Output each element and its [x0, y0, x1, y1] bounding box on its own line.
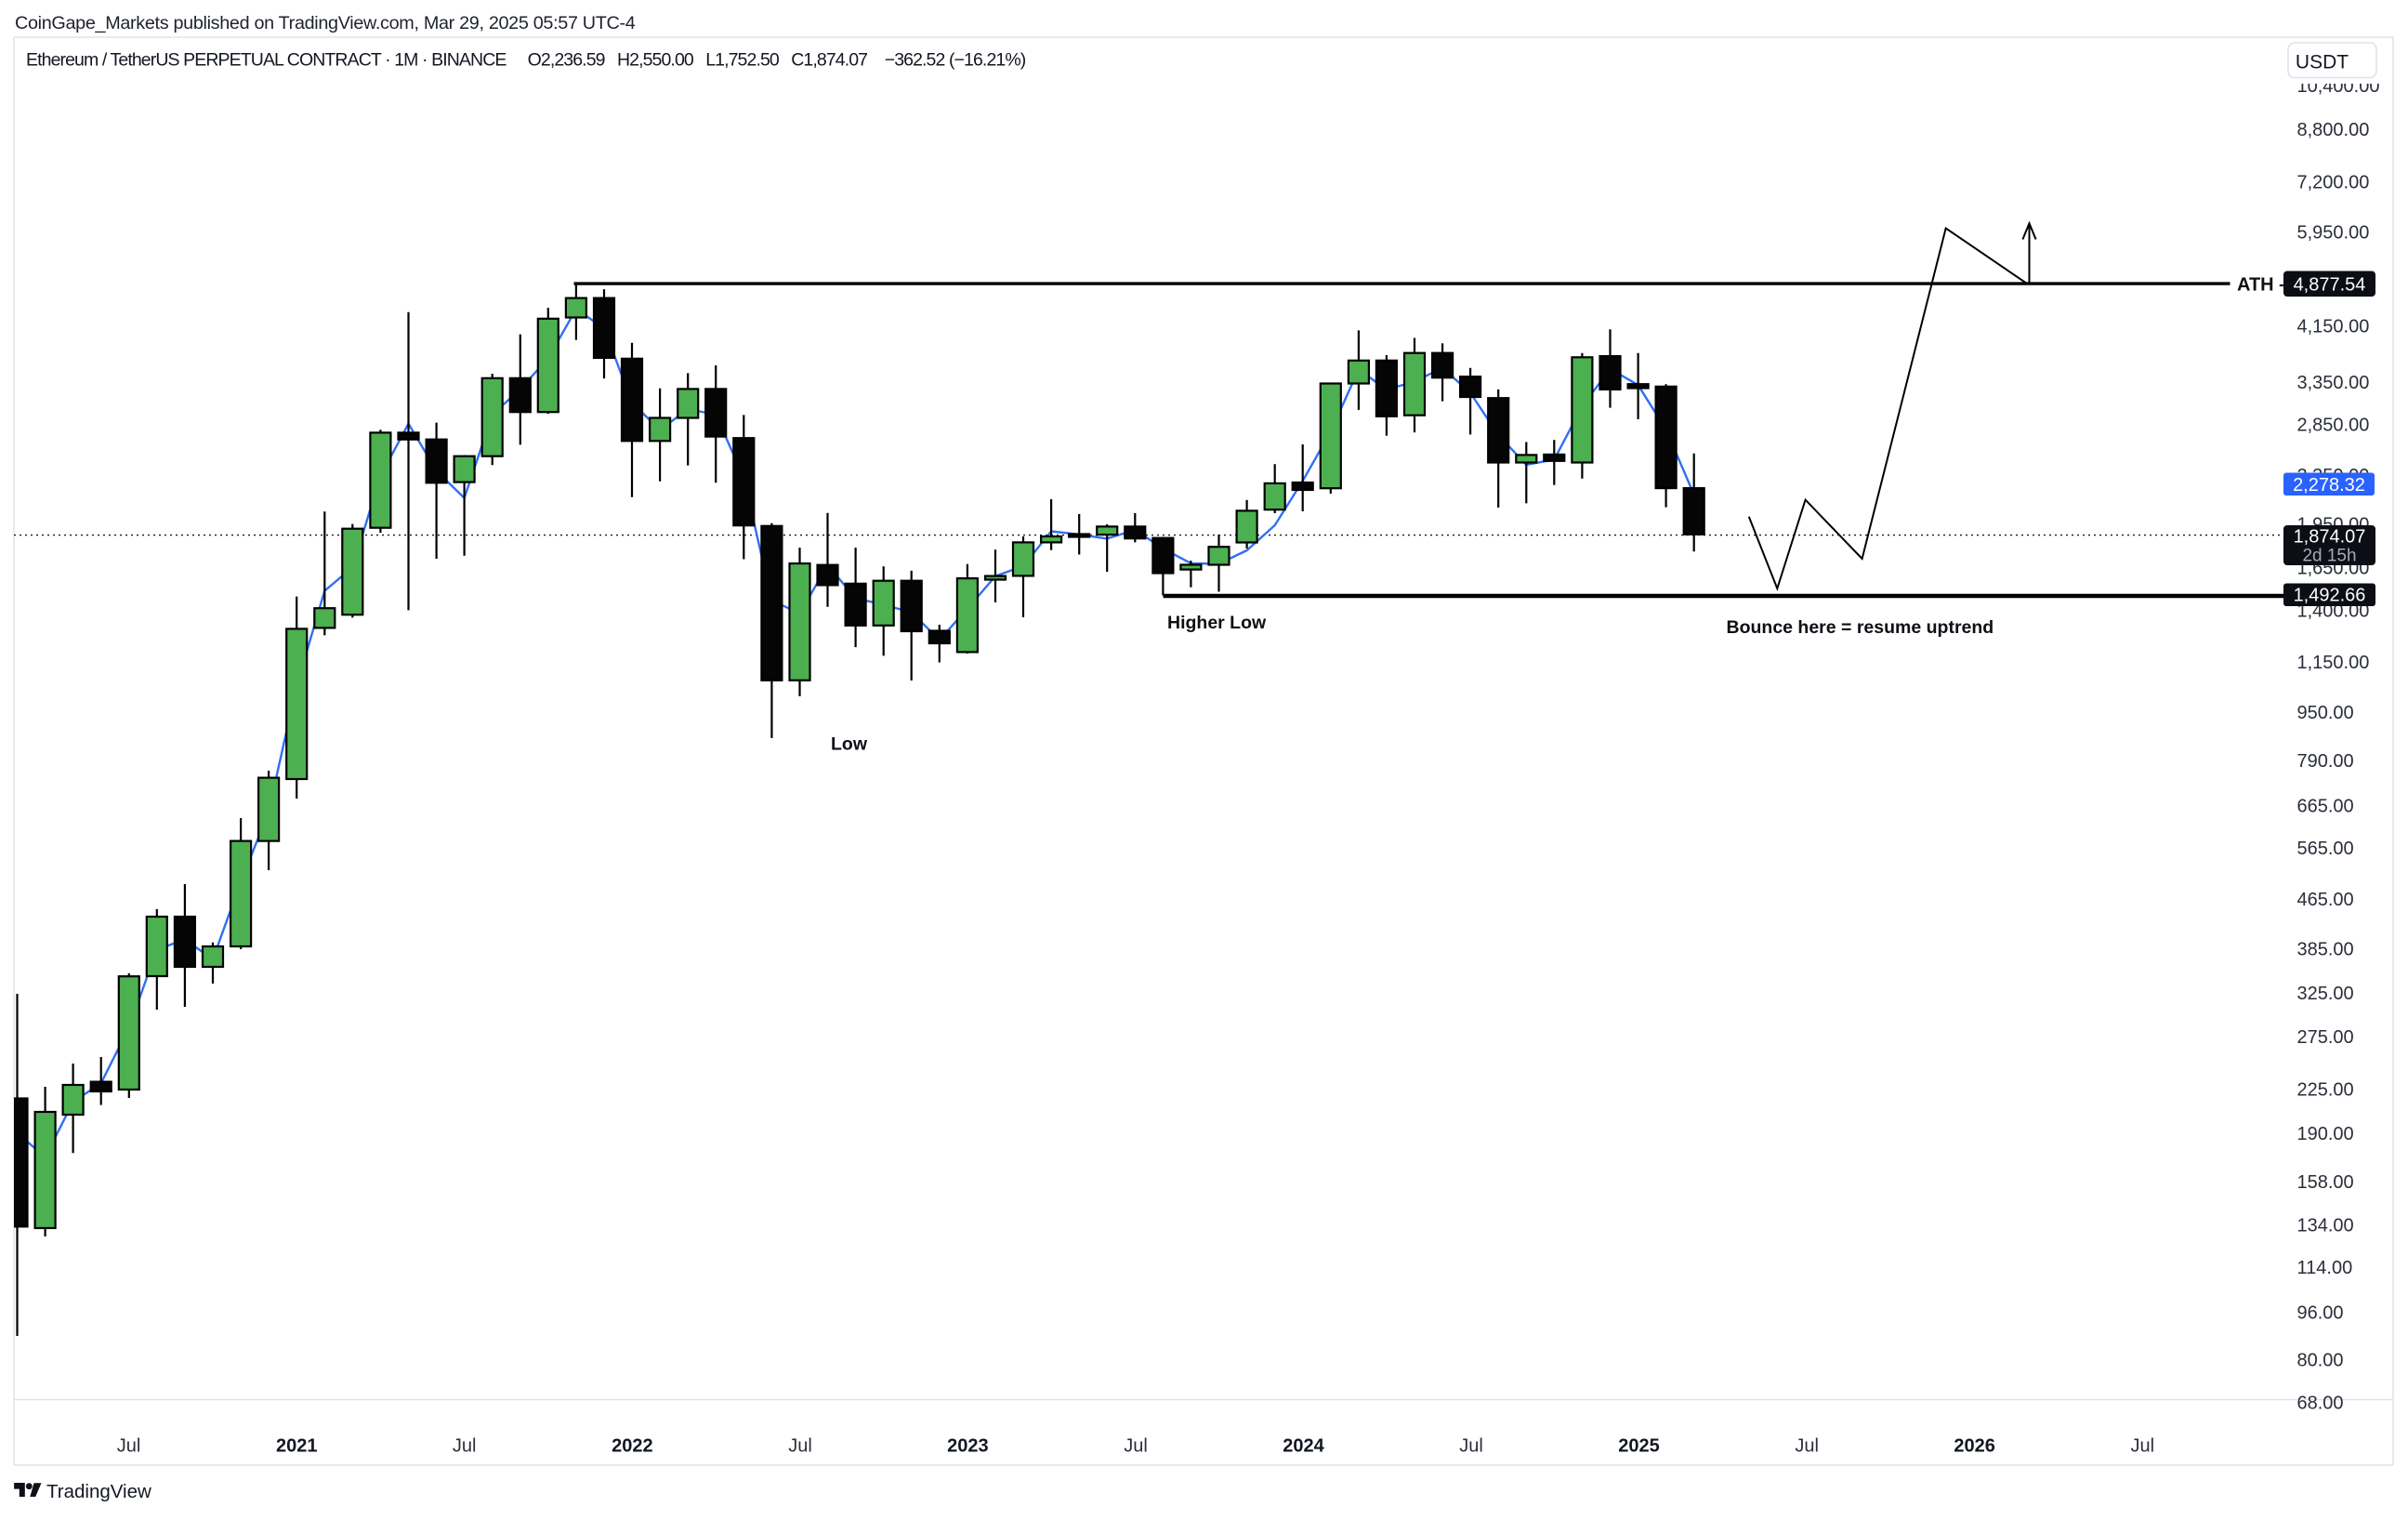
svg-text:5,950.00: 5,950.00 [2297, 222, 2370, 243]
svg-text:Jul: Jul [1795, 1436, 1819, 1457]
svg-text:134.00: 134.00 [2297, 1216, 2354, 1236]
svg-text:3,350.00: 3,350.00 [2297, 373, 2370, 393]
svg-text:2022: 2022 [612, 1436, 653, 1457]
svg-text:2,850.00: 2,850.00 [2297, 416, 2370, 436]
svg-text:Bounce here = resume uptrend: Bounce here = resume uptrend [1727, 617, 1994, 638]
svg-text:68.00: 68.00 [2297, 1394, 2344, 1414]
svg-text:USDT: USDT [2296, 51, 2349, 73]
svg-text:Jul: Jul [788, 1436, 812, 1457]
svg-text:8,800.00: 8,800.00 [2297, 120, 2370, 140]
svg-text:Ethereum / TetherUS PERPETUAL: Ethereum / TetherUS PERPETUAL CONTRACT ·… [26, 50, 1026, 71]
svg-text:465.00: 465.00 [2297, 890, 2354, 910]
svg-text:Jul: Jul [117, 1436, 141, 1457]
svg-text:CoinGape_Markets published on: CoinGape_Markets published on TradingVie… [15, 13, 636, 33]
svg-text:Jul: Jul [1459, 1436, 1483, 1457]
svg-text:385.00: 385.00 [2297, 939, 2354, 959]
svg-text:2025: 2025 [1618, 1436, 1660, 1457]
svg-text:ATH –: ATH – [2237, 274, 2289, 295]
svg-text:1,492.66: 1,492.66 [2294, 586, 2366, 606]
svg-text:158.00: 158.00 [2297, 1172, 2354, 1193]
svg-text:96.00: 96.00 [2297, 1302, 2344, 1323]
svg-text:225.00: 225.00 [2297, 1080, 2354, 1101]
svg-text:4,877.54: 4,877.54 [2294, 274, 2366, 295]
svg-text:565.00: 565.00 [2297, 839, 2354, 859]
svg-text:80.00: 80.00 [2297, 1351, 2344, 1371]
svg-text:7,200.00: 7,200.00 [2297, 173, 2370, 193]
svg-text:2024: 2024 [1283, 1436, 1324, 1457]
svg-text:2,278.32: 2,278.32 [2293, 475, 2365, 496]
svg-text:2d 15h: 2d 15h [2302, 547, 2356, 566]
svg-text:190.00: 190.00 [2297, 1124, 2354, 1144]
svg-text:325.00: 325.00 [2297, 984, 2354, 1004]
svg-text:2021: 2021 [276, 1436, 318, 1457]
svg-text:950.00: 950.00 [2297, 703, 2354, 723]
svg-text:275.00: 275.00 [2297, 1027, 2354, 1048]
svg-text:790.00: 790.00 [2297, 751, 2354, 772]
svg-text:1,150.00: 1,150.00 [2297, 653, 2370, 673]
svg-text:Higher Low: Higher Low [1167, 613, 1267, 633]
svg-text:4,150.00: 4,150.00 [2297, 317, 2370, 337]
svg-text:Low: Low [831, 734, 868, 754]
svg-text:1,400.00: 1,400.00 [2297, 601, 2370, 622]
svg-text:TradingView: TradingView [46, 1481, 151, 1502]
svg-text:2026: 2026 [1954, 1436, 1995, 1457]
svg-text:2023: 2023 [947, 1436, 989, 1457]
svg-text:Jul: Jul [453, 1436, 477, 1457]
svg-text:114.00: 114.00 [2297, 1258, 2353, 1278]
svg-text:665.00: 665.00 [2297, 796, 2354, 816]
svg-text:1,874.07: 1,874.07 [2294, 527, 2366, 548]
svg-text:Jul: Jul [2131, 1436, 2155, 1457]
svg-text:Jul: Jul [1124, 1436, 1148, 1457]
